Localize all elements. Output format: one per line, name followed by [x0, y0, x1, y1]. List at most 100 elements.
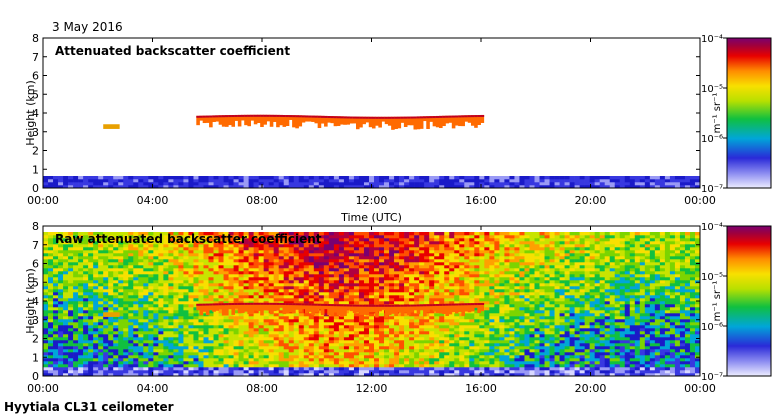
- field-cell: [414, 182, 420, 186]
- cloud-top: [276, 114, 280, 117]
- field-cell: [143, 271, 149, 275]
- field-cell: [394, 370, 400, 374]
- field-cell: [133, 367, 139, 371]
- field-cell: [333, 283, 340, 287]
- field-cell: [133, 238, 139, 242]
- field-cell: [53, 301, 59, 305]
- field-cell: [78, 286, 84, 290]
- field-cell: [293, 319, 300, 323]
- field-cell: [173, 274, 179, 278]
- field-cell: [399, 268, 405, 272]
- field-cell: [228, 182, 234, 186]
- field-cell: [479, 334, 485, 338]
- field-cell: [459, 289, 465, 293]
- field-cell: [78, 346, 84, 350]
- field-cell: [78, 182, 84, 186]
- field-cell: [163, 259, 169, 263]
- field-cell: [158, 247, 164, 251]
- field-cell: [138, 241, 144, 245]
- field-cell: [343, 322, 350, 326]
- field-cell: [43, 322, 49, 326]
- field-cell: [148, 313, 154, 317]
- field-cell: [333, 179, 340, 183]
- field-cell: [253, 367, 259, 371]
- field-cell: [288, 235, 295, 239]
- field-cell: [659, 185, 666, 189]
- field-cell: [273, 244, 280, 248]
- field-cell: [348, 286, 355, 290]
- field-cell: [694, 176, 701, 180]
- field-cell: [228, 292, 234, 296]
- field-cell: [489, 182, 495, 186]
- field-cell: [153, 301, 159, 305]
- field-cell: [63, 295, 69, 299]
- field-cell: [148, 292, 154, 296]
- field-cell: [579, 185, 585, 189]
- field-cell: [333, 361, 340, 365]
- field-cell: [298, 331, 305, 335]
- field-cell: [238, 262, 244, 266]
- field-cell: [228, 295, 234, 299]
- field-cell: [469, 179, 475, 183]
- field-cell: [258, 301, 264, 305]
- field-cell: [58, 176, 64, 180]
- field-cell: [213, 364, 219, 368]
- field-cell: [464, 247, 470, 251]
- field-cell: [449, 313, 455, 317]
- field-cell: [348, 280, 355, 284]
- field-cell: [439, 232, 445, 236]
- field-cell: [163, 367, 169, 371]
- field-cell: [293, 238, 300, 242]
- field-cell: [368, 328, 375, 332]
- field-cell: [298, 355, 305, 359]
- field-cell: [439, 358, 445, 362]
- field-cell: [288, 358, 295, 362]
- field-cell: [118, 250, 124, 254]
- field-cell: [248, 373, 254, 377]
- field-cell: [153, 295, 159, 299]
- field-cell: [263, 373, 269, 377]
- field-cell: [449, 298, 455, 302]
- field-cell: [323, 328, 330, 332]
- field-cell: [128, 352, 134, 356]
- field-cell: [384, 241, 390, 245]
- field-cell: [153, 319, 159, 323]
- field-cell: [198, 244, 204, 248]
- field-cell: [188, 364, 194, 368]
- field-cell: [113, 292, 119, 296]
- field-cell: [278, 313, 285, 317]
- field-cell: [248, 328, 254, 332]
- field-cell: [308, 289, 315, 293]
- field-cell: [193, 355, 199, 359]
- field-cell: [93, 295, 99, 299]
- field-cell: [48, 250, 54, 254]
- field-cell: [338, 238, 345, 242]
- field-cell: [474, 232, 480, 236]
- cloud-segment: [256, 114, 261, 123]
- field-cell: [128, 328, 134, 332]
- field-cell: [243, 343, 249, 347]
- field-cell: [303, 349, 310, 353]
- field-cell: [178, 271, 184, 275]
- field-cell: [444, 370, 450, 374]
- field-cell: [118, 185, 124, 189]
- field-cell: [238, 364, 244, 368]
- field-cell: [394, 259, 400, 263]
- field-cell: [384, 292, 390, 296]
- field-cell: [348, 334, 355, 338]
- field-cell: [454, 268, 460, 272]
- field-cell: [223, 358, 229, 362]
- field-cell: [644, 179, 651, 183]
- field-cell: [203, 373, 209, 377]
- field-cell: [143, 316, 149, 320]
- field-cell: [479, 325, 485, 329]
- field-cell: [278, 277, 285, 281]
- field-cell: [429, 250, 435, 254]
- field-cell: [414, 325, 420, 329]
- field-cell: [273, 241, 280, 245]
- field-cell: [429, 355, 435, 359]
- field-cell: [123, 182, 129, 186]
- field-cell: [469, 340, 475, 344]
- field-cell: [368, 283, 375, 287]
- field-cell: [143, 343, 149, 347]
